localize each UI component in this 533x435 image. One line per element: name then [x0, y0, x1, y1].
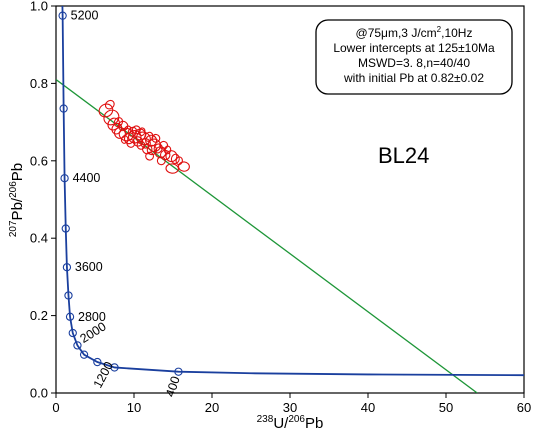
analysis-error-ellipse [104, 99, 115, 110]
analysis-error-ellipse [123, 125, 132, 135]
annotation-line-2: Lower intercepts at 125±10Ma [333, 41, 495, 55]
y-axis-label: 207Pb/206Pb [8, 163, 26, 237]
analysis-error-ellipse [170, 153, 180, 165]
analysis-error-ellipse [120, 135, 129, 144]
concordia-age-marker [79, 350, 89, 359]
analysis-error-ellipse [131, 125, 141, 135]
analysis-error-ellipse [177, 161, 190, 172]
concordia-age-marker [174, 367, 183, 376]
analysis-error-ellipse [163, 145, 172, 155]
axis-ticks: 0 10 20 30 40 50 60 0.0 0.2 0.4 0.6 0.8 1.0 [30, 0, 531, 415]
analysis-error-ellipse [159, 149, 171, 161]
concordia-age-label: 2800 [78, 310, 106, 324]
y-tick-label: 0.8 [30, 76, 48, 91]
analysis-error-ellipse [156, 156, 166, 166]
concordia-age-marker [64, 291, 73, 300]
annotation-line-3: MSWD=3. 8,n=40/40 [358, 56, 470, 70]
x-axis-label: 238U/206Pb [257, 414, 324, 432]
y-tick-label: 0.2 [30, 308, 48, 323]
analysis-error-ellipse [117, 120, 129, 132]
analysis-error-ellipse [165, 163, 179, 174]
concordia-age-marker [68, 328, 77, 338]
concordia-age-marker [65, 312, 75, 321]
analysis-error-ellipse [165, 150, 178, 163]
concordia-age-label: 4400 [73, 171, 101, 185]
analysis-error-ellipse [98, 103, 114, 118]
y-tick-label: 0.0 [30, 386, 48, 401]
concordia-age-label: 5200 [71, 9, 99, 23]
annotation-box: @75μm,3 J/cm2,10Hz Lower intercepts at 1… [315, 19, 513, 95]
analysis-error-ellipse [113, 117, 124, 128]
concordia-age-marker [58, 11, 67, 20]
y-tick-label: 0.4 [30, 231, 48, 246]
x-tick-label: 50 [439, 400, 453, 415]
concordia-age-markers [58, 11, 183, 376]
concordia-age-marker [93, 357, 102, 367]
analysis-error-ellipse [103, 109, 120, 126]
concordia-age-marker [59, 104, 68, 113]
analysis-error-ellipse [142, 143, 153, 155]
concordia-age-marker [61, 224, 70, 233]
analysis-error-ellipse [151, 133, 161, 143]
concordia-age-marker [60, 174, 69, 183]
concordia-age-marker [62, 263, 72, 272]
x-tick-label: 40 [361, 400, 375, 415]
x-tick-label: 20 [205, 400, 219, 415]
analysis-ellipses [98, 99, 190, 174]
concordia-age-label: 400 [163, 374, 183, 398]
y-tick-label: 1.0 [30, 0, 48, 14]
analysis-error-ellipse [136, 140, 146, 150]
analysis-error-ellipse [175, 156, 183, 166]
annotation-line-4: with initial Pb at 0.82±0.02 [343, 71, 484, 85]
sample-label: BL24 [378, 143, 429, 168]
x-tick-label: 0 [52, 400, 59, 415]
concordia-age-label: 3600 [75, 260, 103, 274]
x-tick-label: 10 [127, 400, 141, 415]
discordia-line [56, 79, 478, 393]
x-tick-label: 60 [517, 400, 531, 415]
concordia-age-marker [73, 341, 82, 350]
annotation-frame [315, 19, 513, 95]
y-tick-label: 0.6 [30, 153, 48, 168]
annotation-line-1: @75μm,3 J/cm2,10Hz [356, 25, 473, 40]
analysis-error-ellipse [145, 151, 155, 161]
concordia-curve [61, 6, 524, 377]
concordia-age-marker [110, 363, 119, 372]
analysis-error-ellipse [146, 144, 158, 156]
analysis-error-ellipse [138, 127, 146, 137]
x-tick-label: 30 [283, 400, 297, 415]
